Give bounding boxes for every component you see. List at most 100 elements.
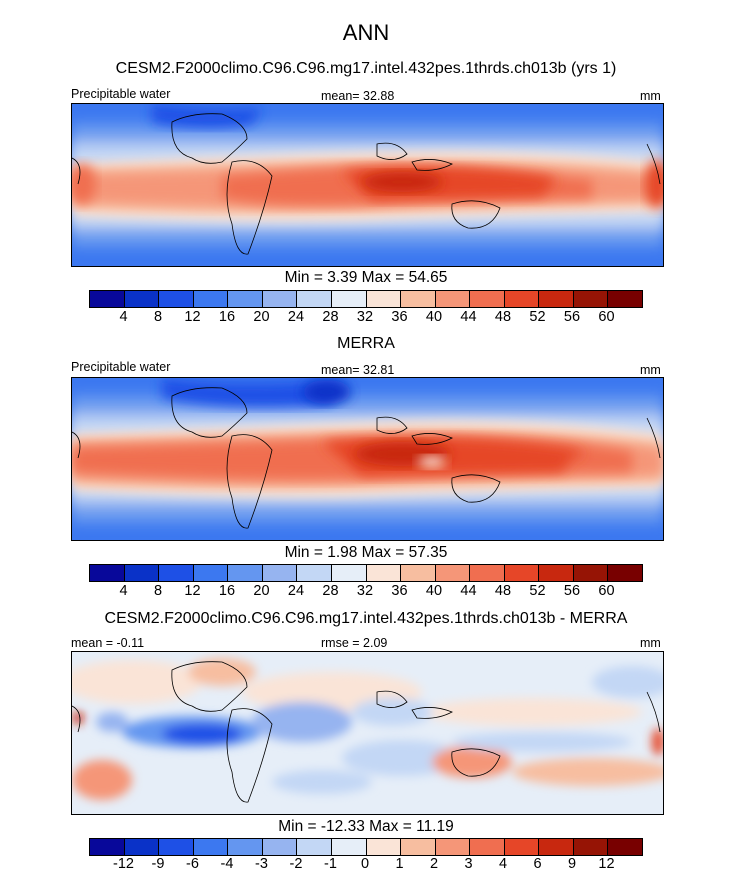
colorbar-swatch	[193, 291, 229, 307]
colorbar-swatch	[539, 565, 574, 581]
colorbar-swatch	[573, 291, 609, 307]
colorbar-swatch	[124, 291, 160, 307]
colorbar-swatch	[262, 839, 298, 855]
panel2-min-max: Min = 1.98 Max = 57.35	[284, 544, 448, 561]
panel3-min-max: Min = -12.33 Max = 11.19	[278, 818, 454, 835]
colorbar-swatch	[331, 839, 367, 855]
figure-title: ANN	[342, 20, 390, 45]
panel1-map	[71, 103, 664, 267]
colorbar-swatch	[539, 291, 574, 307]
colorbar-swatch	[297, 291, 332, 307]
colorbar-swatch	[608, 291, 642, 307]
colorbar-swatch	[193, 839, 229, 855]
colorbar-tick-label: 12	[598, 856, 615, 872]
colorbar-tick-label: 9	[567, 856, 577, 872]
colorbar-swatch	[90, 565, 125, 581]
colorbar-tick-label: 60	[598, 309, 615, 325]
colorbar-swatch	[401, 565, 436, 581]
colorbar-tick-label: 56	[563, 309, 581, 325]
colorbar-tick-label: -3	[255, 856, 268, 872]
colorbar-swatch	[573, 839, 609, 855]
panel3-colorbar	[89, 838, 643, 856]
colorbar-swatch	[573, 565, 609, 581]
colorbar-swatch	[262, 565, 298, 581]
colorbar-tick-label: 16	[218, 309, 236, 325]
colorbar-tick-label: -12	[113, 856, 134, 872]
colorbar-tick-label: 32	[356, 583, 374, 599]
colorbar-tick-label: -4	[220, 856, 234, 872]
colorbar-tick-label: 20	[253, 309, 270, 325]
panel2-contour-field	[72, 378, 663, 540]
colorbar-tick-label: 4	[119, 309, 128, 325]
colorbar-tick-label: 4	[498, 856, 508, 872]
colorbar-tick-label: 4	[119, 583, 128, 599]
colorbar-swatch	[539, 839, 574, 855]
colorbar-swatch	[608, 839, 642, 855]
figure-subtitle: CESM2.F2000climo.C96.C96.mg17.intel.432p…	[115, 60, 617, 77]
colorbar-swatch	[159, 291, 194, 307]
colorbar-swatch	[366, 839, 402, 855]
colorbar-swatch	[401, 839, 436, 855]
colorbar-tick-label: 3	[464, 856, 473, 872]
colorbar-swatch	[193, 565, 229, 581]
panel2-units-label: mm	[640, 363, 661, 377]
panel1-units-label: mm	[640, 89, 661, 103]
colorbar-tick-label: -6	[186, 856, 199, 872]
colorbar-swatch	[435, 565, 471, 581]
colorbar-tick-label: 20	[253, 583, 270, 599]
panel3-units-label: mm	[640, 636, 661, 650]
panel2-title: MERRA	[337, 335, 395, 352]
colorbar-tick-label: 44	[460, 309, 477, 325]
panel3-title: CESM2.F2000climo.C96.C96.mg17.intel.432p…	[104, 610, 628, 627]
colorbar-swatch	[504, 291, 540, 307]
colorbar-swatch	[331, 291, 367, 307]
colorbar-tick-label: 52	[529, 309, 546, 325]
colorbar-tick-label: 28	[322, 583, 339, 599]
panel2-map	[71, 377, 664, 541]
colorbar-swatch	[228, 839, 263, 855]
colorbar-swatch	[124, 839, 160, 855]
colorbar-tick-label: 32	[356, 309, 374, 325]
panel1-contour-field	[72, 104, 663, 266]
colorbar-tick-label: 28	[322, 309, 339, 325]
panel1-colorbar-ticks: 4 8 12 16 20 24 28 32 36 40 44 48 52 56 …	[89, 309, 641, 327]
colorbar-swatch	[331, 565, 367, 581]
colorbar-tick-label: 24	[287, 309, 305, 325]
colorbar-tick-label: 2	[429, 856, 439, 872]
panel3-contour-field	[72, 652, 663, 814]
colorbar-tick-label: -9	[151, 856, 165, 872]
colorbar-swatch	[470, 839, 505, 855]
colorbar-swatch	[401, 291, 436, 307]
panel1-mean-label: mean= 32.88	[321, 89, 395, 103]
colorbar-swatch	[159, 565, 194, 581]
colorbar-swatch	[297, 565, 332, 581]
colorbar-swatch	[90, 839, 125, 855]
colorbar-tick-label: 52	[529, 583, 546, 599]
panel1-colorbar	[89, 290, 643, 308]
colorbar-tick-label: -2	[289, 856, 303, 872]
colorbar-swatch	[470, 291, 505, 307]
colorbar-tick-label: 44	[460, 583, 477, 599]
colorbar-tick-label: 40	[425, 309, 443, 325]
colorbar-swatch	[366, 565, 402, 581]
colorbar-tick-label: 56	[563, 583, 581, 599]
colorbar-swatch	[504, 839, 540, 855]
colorbar-swatch	[435, 291, 471, 307]
panel2-colorbar	[89, 564, 643, 582]
colorbar-swatch	[470, 565, 505, 581]
colorbar-tick-label: 48	[494, 583, 512, 599]
panel2-mean-label: mean= 32.81	[321, 363, 395, 377]
panel2-variable-label: Precipitable water	[71, 360, 171, 374]
colorbar-tick-label: -1	[324, 856, 337, 872]
colorbar-swatch	[228, 291, 263, 307]
colorbar-swatch	[504, 565, 540, 581]
colorbar-swatch	[159, 839, 194, 855]
colorbar-swatch	[435, 839, 471, 855]
colorbar-tick-label: 16	[218, 583, 236, 599]
colorbar-swatch	[228, 565, 263, 581]
colorbar-tick-label: 12	[184, 309, 201, 325]
panel3-rmse-label: rmse = 2.09	[321, 636, 388, 650]
colorbar-swatch	[124, 565, 160, 581]
colorbar-tick-label: 8	[153, 583, 163, 599]
panel2-colorbar-ticks: 4 8 12 16 20 24 28 32 36 40 44 48 52 56 …	[89, 583, 641, 601]
